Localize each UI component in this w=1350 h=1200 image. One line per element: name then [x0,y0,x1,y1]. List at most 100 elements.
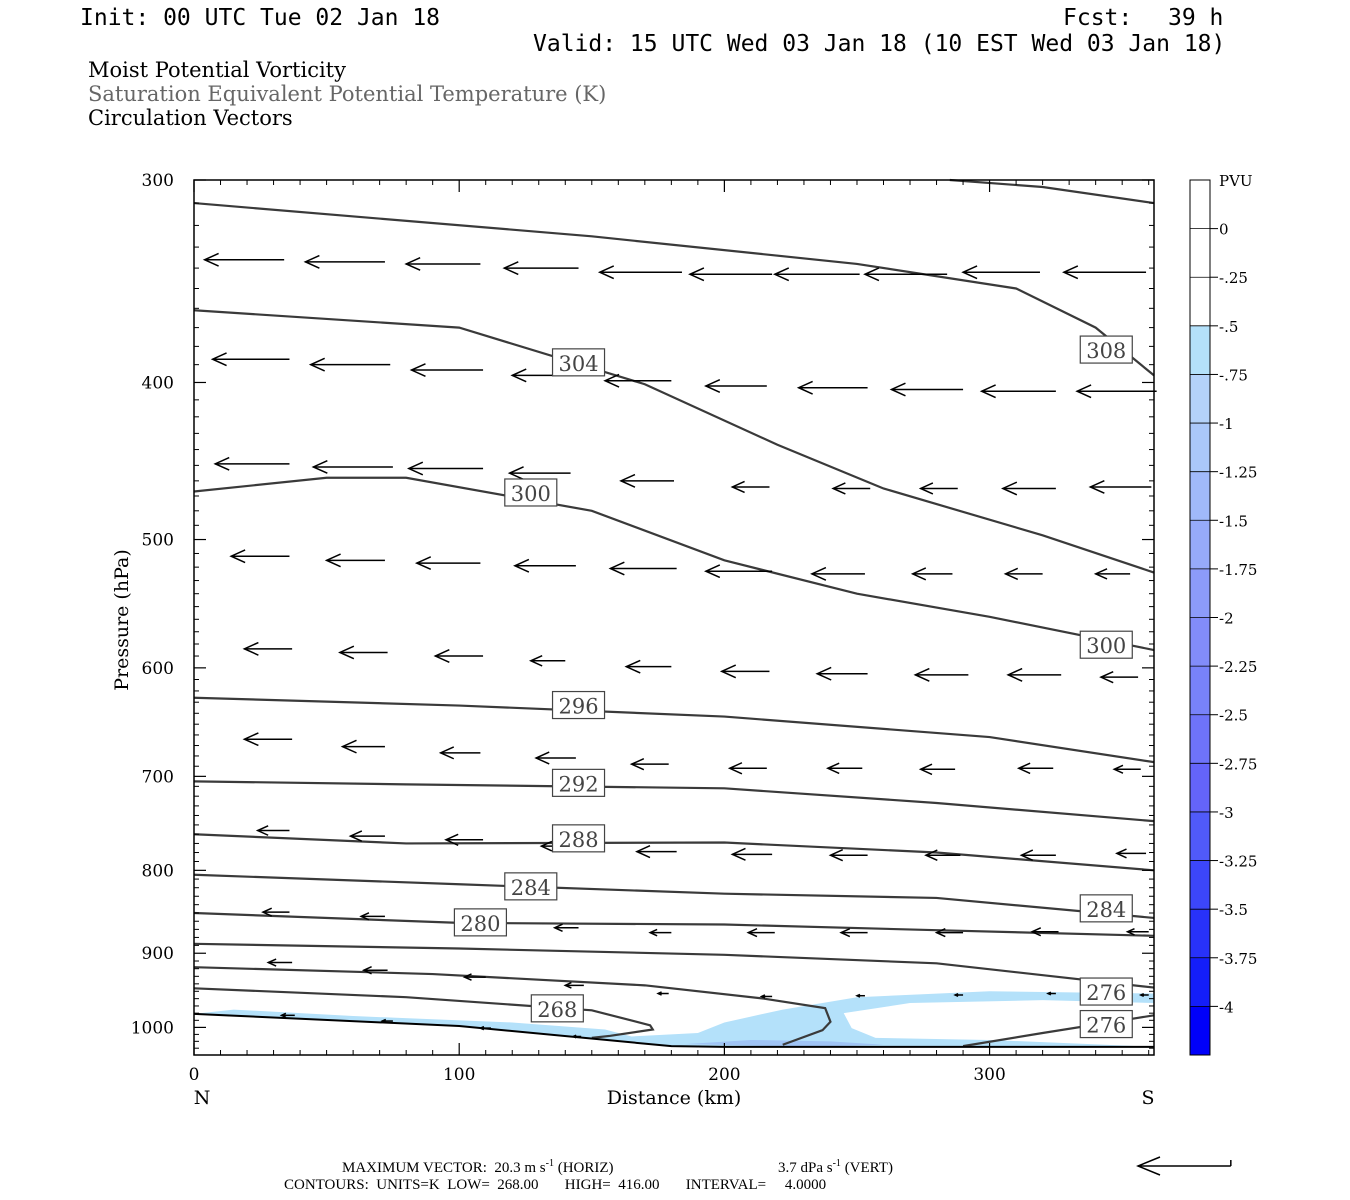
wind-vector-head [1115,848,1127,859]
wind-vector-head [961,265,978,280]
max-vector-note: MAXIMUM VECTOR: 20.3 m s-1 (HORIZ) [342,1158,614,1177]
contour-labels: 268 276 276 280 284 284 288 292 296 300 300 304 308 [453,335,1133,1039]
y-tick-label: 400 [142,373,174,393]
wind-vector-head [825,762,840,775]
colorbar-swatch [1190,909,1210,958]
wind-vector-head [242,641,259,656]
y-tick-label: 300 [142,171,174,191]
pvu-colorbar: PVU 0 -.25 -.5 -.75 -1 -1.25 -1.5 -1.75 -2 -2.25 -2… [1189,172,1257,1056]
wind-vector-head [528,654,543,667]
chart-axes: 300 400 500 600 700 800 900 1000 0 100 200 300 [131,171,1155,1085]
wind-vector-head [409,363,426,378]
wind-vector-head [1019,849,1034,862]
wind-vector-head [462,973,472,981]
theta-contour-line [193,309,1155,574]
wind-vector-head [619,473,636,488]
x-end-label-north: N [194,1087,211,1109]
wind-vector-head [348,830,363,842]
reference-vector [1136,1156,1232,1176]
contour-label: 288 [558,828,598,852]
contour-label-box [504,872,558,901]
wind-vector-head [311,459,328,474]
y-tick-label: 800 [142,861,174,881]
wind-vector-head [534,751,550,765]
wind-vector-head [635,845,651,859]
colorbar-swatch [1190,617,1210,667]
vert-value: 3.7 dPa s [778,1160,833,1176]
theta-contour-line [193,833,1155,872]
y-tick-label: 700 [142,767,174,787]
contour-label: 296 [558,695,598,719]
wind-vector-head [404,256,421,271]
wind-vector-head [855,993,861,998]
wind-vector-head [1030,927,1042,937]
wind-vector-head [828,849,844,862]
colorbar-level-label: 0 [1219,221,1229,239]
wind-vector-head [308,357,325,372]
contour-label-box [551,348,606,377]
colorbar-level-label: -3.75 [1219,950,1257,968]
wind-vector-head [688,267,705,282]
wind-vector-head [953,992,959,998]
plot-frame [193,179,1155,1056]
wind-vector-head [924,849,938,862]
contour-label-box [1079,630,1133,659]
contour-label-box [530,994,584,1023]
theta-contour-line [193,873,1155,920]
wind-vector-head [359,912,370,921]
forecast-hour: 39 h [1168,5,1224,31]
theta-contour-line [193,696,1155,764]
wind-vector-head [303,254,320,269]
wind-vector-head [810,566,827,581]
wind-vector-head [863,267,880,282]
horiz-exponent: -1 [545,1158,554,1169]
wind-vector-head [648,928,658,937]
wind-vector-head [338,645,355,660]
theta-contour-line [193,201,1155,377]
wind-vector-head [261,907,273,917]
y-tick-label: 500 [142,531,174,551]
x-tick-label: 300 [973,1065,1005,1085]
wind-vector-head [913,667,930,682]
colorbar-level-label: -4 [1219,998,1234,1016]
wind-vector-head [1099,670,1114,684]
y-tick-label: 900 [142,944,174,964]
wind-vector-head [1003,567,1019,581]
contour-label-box [551,690,606,720]
colorbar-swatch [1190,228,1210,278]
vert-label: (VERT) [840,1160,893,1176]
horiz-label: (HORIZ) [553,1160,614,1176]
wind-vector-head [444,833,459,846]
theta-contour-line [193,911,1155,937]
wind-vector-head [513,558,530,573]
wind-vector-head [918,482,934,495]
wind-vector-head [279,1012,287,1018]
wind-vector-head [324,553,341,568]
wind-vector-head [266,958,277,967]
colorbar-swatch [1190,423,1210,472]
wind-vector-head [242,732,259,747]
colorbar-level-label: -2 [1219,610,1234,628]
wind-vector-head [229,549,246,564]
wind-vector-head [502,261,519,276]
colorbar-swatch [1190,763,1210,812]
colorbar-swatch [1190,180,1210,229]
y-tick-label: 1000 [131,1018,174,1038]
wind-vector-head [727,762,743,775]
contour-label-box [504,478,558,507]
title-vectors: Circulation Vectors [88,106,293,130]
wind-vector-head [656,991,662,996]
wind-vector-head [629,757,645,771]
colorbar-swatch [1190,277,1210,326]
colorbar-swatch [1190,520,1210,569]
contour-label-box [1079,894,1133,923]
wind-vector-head [772,267,790,282]
wind-vector-head [552,923,563,932]
colorbar-swatch [1190,860,1210,910]
valid-time: Valid: 15 UTC Wed 03 Jan 18 (10 EST Wed … [533,31,1226,57]
wind-vector-head [703,379,721,393]
wind-vector-head [730,847,746,861]
colorbar-swatch [1190,1006,1210,1055]
wind-vector-head [1006,667,1023,682]
title-theta-es: Saturation Equivalent Potential Temperat… [88,82,607,106]
